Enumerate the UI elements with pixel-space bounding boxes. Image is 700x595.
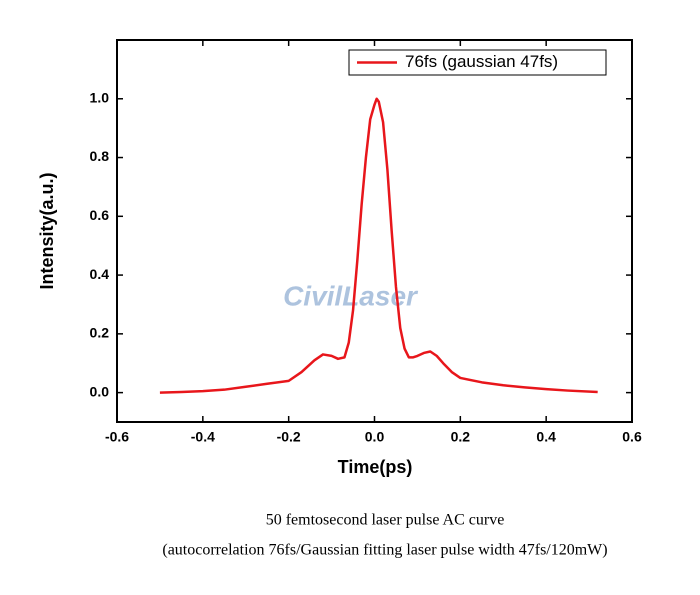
caption-line: (autocorrelation 76fs/Gaussian fitting l… (162, 542, 607, 559)
x-tick-label: -0.6 (105, 429, 129, 445)
x-tick-label: 0.2 (451, 429, 471, 445)
y-tick-label: 0.4 (90, 266, 110, 282)
caption-line: 50 femtosecond laser pulse AC curve (266, 512, 505, 529)
y-tick-label: 1.0 (90, 89, 110, 105)
x-tick-label: 0.4 (536, 429, 556, 445)
data-line (159, 97, 598, 394)
y-tick-label: 0.0 (90, 383, 110, 399)
x-tick-label: -0.4 (191, 429, 215, 445)
x-axis-title: Time(ps) (338, 457, 413, 477)
y-axis-title: Intensity(a.u.) (37, 172, 57, 289)
plot-frame (116, 39, 633, 423)
y-tick-label: 0.2 (90, 325, 110, 341)
x-tick-label: 0.6 (622, 429, 642, 445)
y-tick-label: 0.6 (90, 207, 110, 223)
legend-label: 76fs (gaussian 47fs) (405, 52, 558, 71)
y-tick-label: 0.8 (90, 148, 110, 164)
x-tick-label: -0.2 (277, 429, 301, 445)
x-tick-label: 0.0 (365, 429, 385, 445)
